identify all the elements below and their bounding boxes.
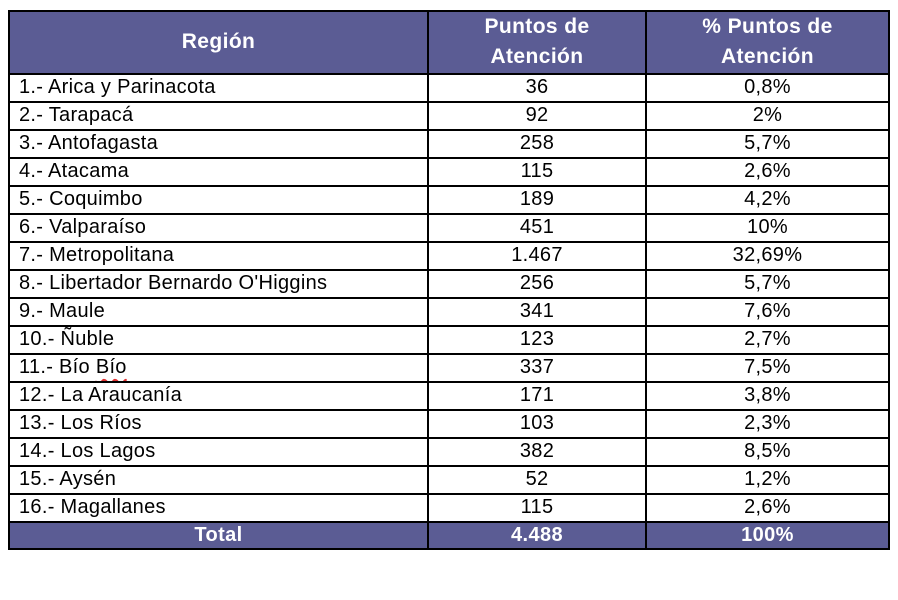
region-cell: 8.- Libertador Bernardo O'Higgins	[8, 268, 429, 299]
pct-cell: 8,5%	[645, 436, 890, 467]
puntos-cell: 92	[427, 100, 647, 131]
region-cell: 1.- Arica y Parinacota	[8, 72, 429, 103]
table-row: 12.- La Araucanía 171 3,8%	[8, 380, 890, 411]
table-row: 15.- Aysén 52 1,2%	[8, 464, 890, 495]
pct-cell: 10%	[645, 212, 890, 243]
region-cell: 4.- Atacama	[8, 156, 429, 187]
regions-table: Región Puntos de Atención % Puntos de At…	[8, 10, 890, 550]
region-cell: 3.- Antofagasta	[8, 128, 429, 159]
table-row: 1.- Arica y Parinacota 36 0,8%	[8, 72, 890, 103]
pct-cell: 2,6%	[645, 156, 890, 187]
total-label: Total	[8, 520, 429, 550]
pct-cell: 2,3%	[645, 408, 890, 439]
region-cell: 9.- Maule	[8, 296, 429, 327]
puntos-cell: 337	[427, 352, 647, 383]
region-cell: 11.- Bío Bío	[8, 352, 429, 383]
table-row: 13.- Los Ríos 103 2,3%	[8, 408, 890, 439]
pct-cell: 5,7%	[645, 268, 890, 299]
region-cell: 5.- Coquimbo	[8, 184, 429, 215]
region-cell: 12.- La Araucanía	[8, 380, 429, 411]
puntos-cell: 341	[427, 296, 647, 327]
puntos-cell: 115	[427, 156, 647, 187]
pct-cell: 1,2%	[645, 464, 890, 495]
region-cell: 16.- Magallanes	[8, 492, 429, 523]
table-row: 3.- Antofagasta 258 5,7%	[8, 128, 890, 159]
table-row: 11.- Bío Bío 337 7,5%	[8, 352, 890, 383]
table-row: 6.- Valparaíso 451 10%	[8, 212, 890, 243]
header-row: Región Puntos de Atención % Puntos de At…	[8, 10, 890, 75]
table-row: 7.- Metropolitana 1.467 32,69%	[8, 240, 890, 271]
pct-cell: 4,2%	[645, 184, 890, 215]
pct-cell: 32,69%	[645, 240, 890, 271]
puntos-cell: 171	[427, 380, 647, 411]
puntos-cell: 258	[427, 128, 647, 159]
region-cell: 13.- Los Ríos	[8, 408, 429, 439]
puntos-cell: 115	[427, 492, 647, 523]
region-cell: 14.- Los Lagos	[8, 436, 429, 467]
pct-cell: 2,7%	[645, 324, 890, 355]
region-cell: 15.- Aysén	[8, 464, 429, 495]
pct-cell: 0,8%	[645, 72, 890, 103]
table-row: 5.- Coquimbo 189 4,2%	[8, 184, 890, 215]
puntos-cell: 189	[427, 184, 647, 215]
col-header-pct: % Puntos de Atención	[645, 10, 890, 75]
pct-cell: 5,7%	[645, 128, 890, 159]
puntos-cell: 36	[427, 72, 647, 103]
table-row: 8.- Libertador Bernardo O'Higgins 256 5,7%	[8, 268, 890, 299]
table-row: 2.- Tarapacá 92 2%	[8, 100, 890, 131]
table-row: 10.- Ñuble 123 2,7%	[8, 324, 890, 355]
puntos-cell: 123	[427, 324, 647, 355]
pct-cell: 7,5%	[645, 352, 890, 383]
pct-cell: 3,8%	[645, 380, 890, 411]
region-cell: 7.- Metropolitana	[8, 240, 429, 271]
region-cell: 10.- Ñuble	[8, 324, 429, 355]
puntos-cell: 52	[427, 464, 647, 495]
puntos-cell: 1.467	[427, 240, 647, 271]
region-cell: 2.- Tarapacá	[8, 100, 429, 131]
col-header-puntos: Puntos de Atención	[427, 10, 647, 75]
puntos-cell: 382	[427, 436, 647, 467]
total-row: Total 4.488 100%	[8, 520, 890, 550]
total-puntos: 4.488	[427, 520, 647, 550]
pct-cell: 2,6%	[645, 492, 890, 523]
puntos-cell: 103	[427, 408, 647, 439]
total-pct: 100%	[645, 520, 890, 550]
col-header-region: Región	[8, 10, 429, 75]
puntos-cell: 256	[427, 268, 647, 299]
table-row: 4.- Atacama 115 2,6%	[8, 156, 890, 187]
region-cell: 6.- Valparaíso	[8, 212, 429, 243]
pct-cell: 2%	[645, 100, 890, 131]
pct-cell: 7,6%	[645, 296, 890, 327]
puntos-cell: 451	[427, 212, 647, 243]
table-row: 9.- Maule 341 7,6%	[8, 296, 890, 327]
misspelled-word: Bío	[95, 356, 127, 379]
table-row: 14.- Los Lagos 382 8,5%	[8, 436, 890, 467]
table-row: 16.- Magallanes 115 2,6%	[8, 492, 890, 523]
